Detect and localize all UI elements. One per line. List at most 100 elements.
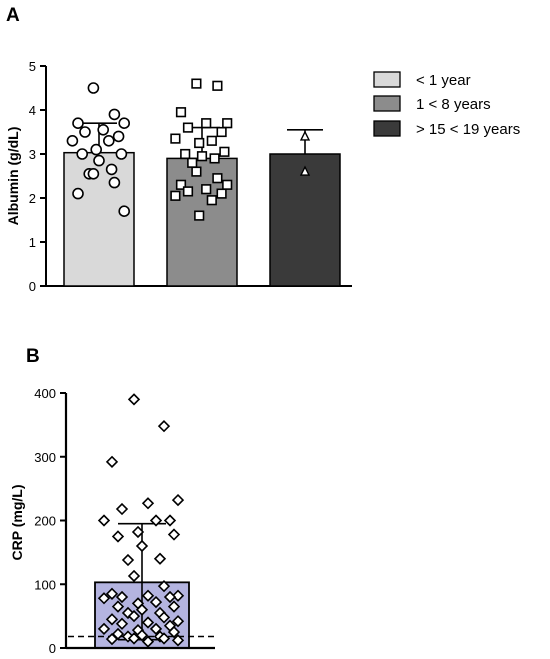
data-point-a-1 [90,143,102,156]
data-point-b [141,635,155,648]
y-tick-label-a: 4 [29,103,36,118]
data-point-b [105,587,119,600]
data-point-b [97,514,111,527]
bar-a-2 [166,157,238,287]
data-point-a-1 [87,168,100,180]
data-point-b [121,553,135,567]
data-point-b [163,514,177,527]
data-point-b [135,539,149,553]
data-point-a-2 [222,179,233,190]
data-point-b [111,600,125,613]
data-point-b [157,580,171,593]
data-point-a-2 [187,157,198,168]
data-point-a-1 [93,154,105,167]
data-point-a-1 [108,108,121,121]
y-tick-label-b: 0 [49,641,56,656]
legend-label-2: 1 < 8 years [416,96,491,113]
data-point-b [115,590,129,604]
data-point-b [167,600,181,613]
data-point-b [171,493,185,507]
legend-label-1: < 1 year [416,72,471,89]
data-point-b [105,613,119,626]
data-point-b [157,611,171,624]
data-point-a-2 [209,153,220,164]
data-point-a-1 [87,82,100,94]
data-point-a-2 [212,80,223,91]
data-point-b [115,617,129,630]
data-point-b [127,569,141,583]
data-point-b [167,528,181,541]
data-point-a-2 [206,135,217,146]
data-point-a-1 [66,135,79,147]
data-point-a-3 [299,165,311,176]
y-tick-label-b: 100 [34,577,56,592]
y-axis-label-b: CRP (mg/L) [9,485,25,561]
data-point-a-2 [180,148,191,160]
data-point-b [171,615,185,628]
data-point-a-2 [194,137,205,149]
y-tick-label-b: 200 [34,514,56,529]
data-point-b [171,589,185,602]
data-point-a-2 [170,133,181,144]
data-point-b [141,616,155,629]
y-tick-label-b: 400 [34,386,56,401]
data-point-b [167,625,181,639]
data-point-a-1 [115,148,128,160]
data-point-a-1 [108,176,121,189]
data-point-a-2 [219,146,230,157]
data-point-a-2 [196,151,208,162]
y-tick-label-b: 300 [34,450,56,465]
data-point-b [115,502,129,516]
data-point-a-2 [216,188,227,199]
data-point-b [97,622,111,636]
y-tick-label-a: 2 [29,191,36,206]
data-point-a-3 [299,130,311,141]
data-point-a-2 [182,186,194,197]
data-point-a-2 [194,210,205,221]
legend-swatch-2 [373,95,401,112]
data-point-a-1 [72,117,84,129]
data-point-a-2 [206,195,217,206]
data-point-a-2 [216,126,227,138]
data-point-b [149,622,163,636]
data-point-a-1 [103,135,115,147]
data-point-b [163,590,177,604]
data-point-b [157,632,171,645]
data-point-a-2 [201,118,212,129]
bar-a-3 [269,153,341,287]
legend-swatch-1 [373,71,401,88]
panel-label-a: A [6,5,20,26]
data-point-a-2 [175,179,187,190]
data-point-b [157,420,171,433]
data-point-b [127,632,141,645]
data-point-b [97,592,111,605]
data-point-a-1 [112,130,125,143]
data-point-b [153,552,167,565]
data-point-b [127,609,141,623]
data-point-a-1 [118,117,130,129]
data-point-b [149,514,163,527]
data-point-b [105,455,119,468]
legend-label-3: > 15 < 19 years [416,121,520,138]
data-point-b [135,603,149,616]
data-point-b [135,629,149,642]
data-point-b [111,530,125,543]
data-point-b [127,393,141,406]
data-point-a-2 [201,184,212,195]
data-point-a-2 [222,118,233,129]
data-point-b [141,497,155,510]
data-point-a-2 [175,107,187,118]
data-point-b [131,525,145,539]
y-tick-label-a: 0 [29,279,36,294]
y-axis-label-a: Albumin (g/dL) [5,127,21,226]
data-point-a-2 [212,173,223,184]
data-point-a-1 [76,148,88,160]
panel-label-b: B [26,346,40,367]
data-point-a-1 [97,124,109,136]
y-tick-label-a: 3 [29,147,36,162]
data-point-a-2 [170,190,181,201]
data-point-a-1 [72,187,84,200]
legend-swatch-3 [373,120,401,137]
data-point-a-2 [182,122,194,133]
